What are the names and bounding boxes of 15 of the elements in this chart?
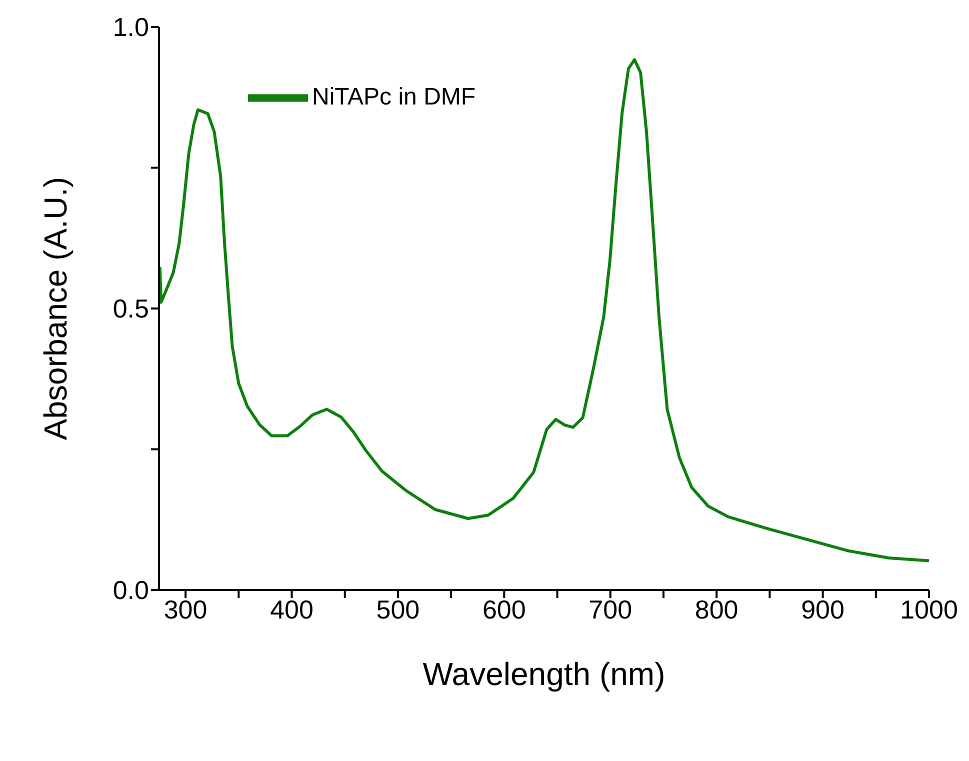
- y-tick-label: 0.0: [112, 575, 149, 606]
- y-tick-label: 0.5: [112, 294, 149, 324]
- line-series: [159, 58, 929, 562]
- x-tick-label: 800: [694, 594, 738, 624]
- x-tick-label: 500: [376, 594, 420, 624]
- x-tick-label: 300: [164, 594, 208, 624]
- x-tick-label: 700: [588, 594, 632, 624]
- x-tick-label: 900: [801, 594, 844, 624]
- legend-label: NiTAPc in DMF: [312, 83, 476, 110]
- x-tick-label: 1000: [900, 594, 958, 624]
- x-tick-label: 400: [270, 594, 314, 624]
- x-tick-label: 600: [482, 594, 526, 624]
- x-axis-title: Wavelength (nm): [422, 656, 666, 692]
- y-tick-label: 1.0: [112, 12, 149, 42]
- y-axis-title: Absorbance (A.U.): [37, 176, 74, 440]
